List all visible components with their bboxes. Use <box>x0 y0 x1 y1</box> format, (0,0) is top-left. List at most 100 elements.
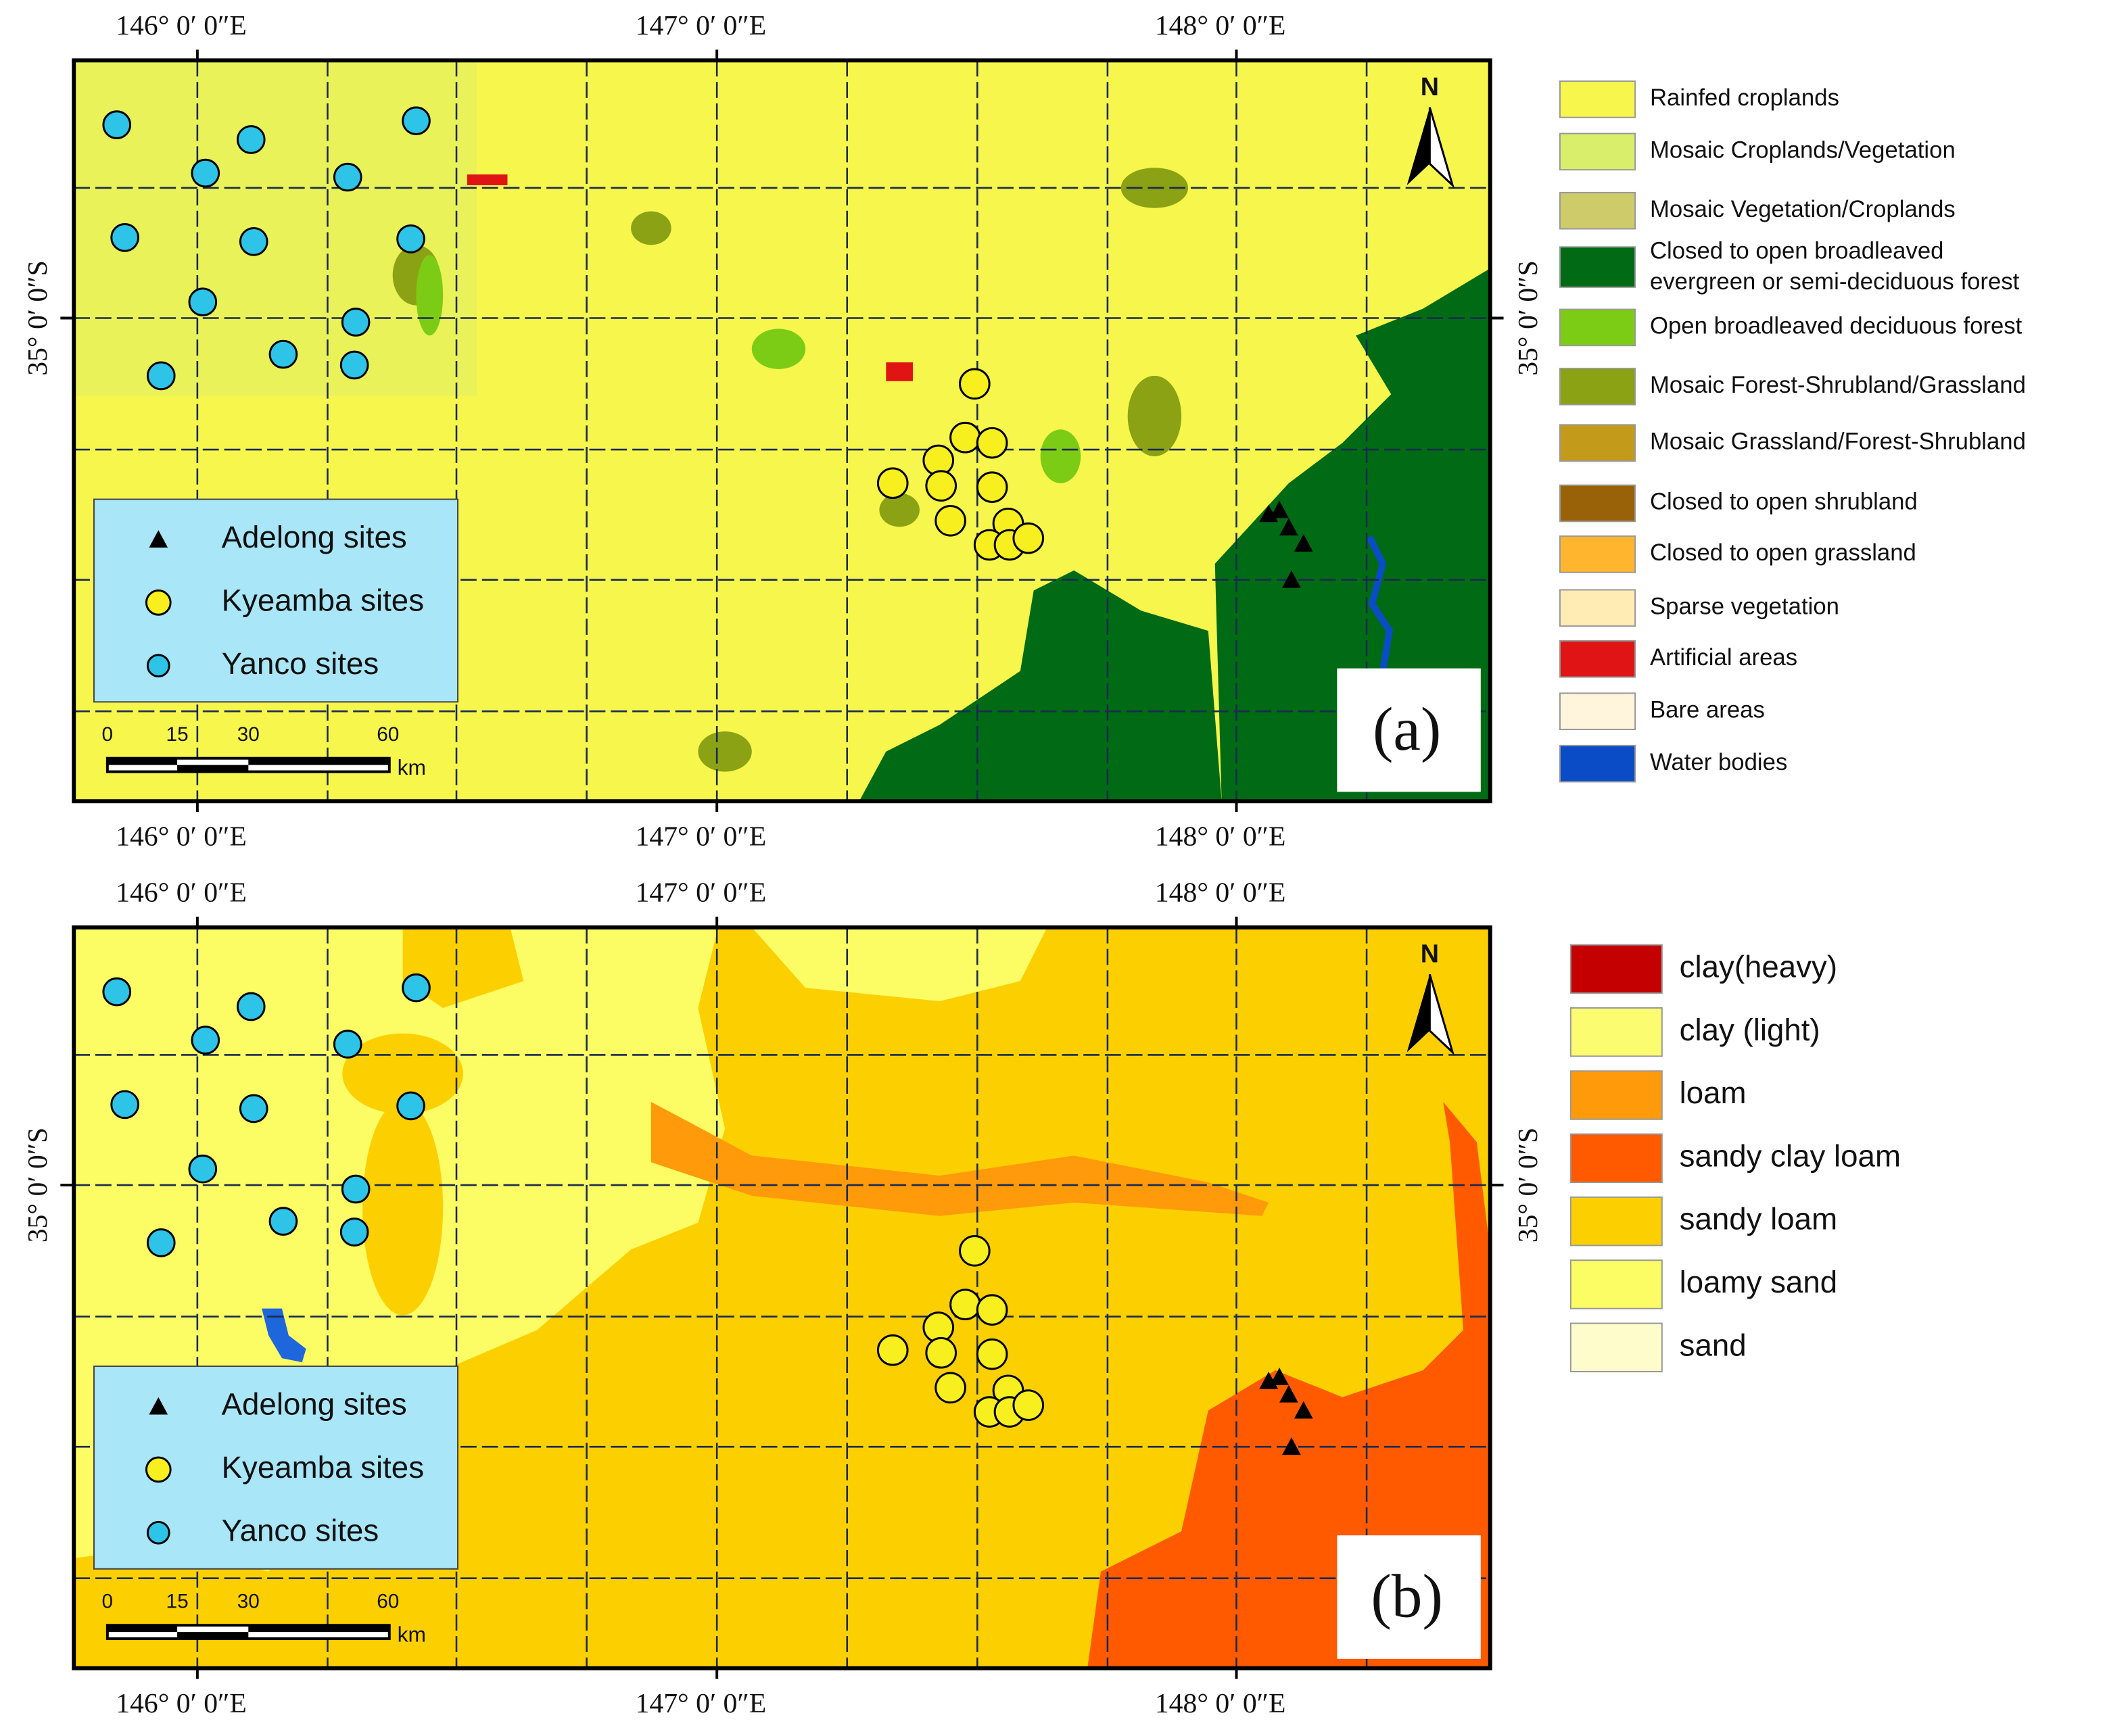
forest-area <box>859 570 1222 802</box>
yanco-site <box>102 110 132 139</box>
map-frame <box>72 58 1492 804</box>
scale-label: 15 <box>166 723 189 746</box>
yanco-site <box>191 158 220 188</box>
legend-swatch <box>1559 80 1636 118</box>
panel-label: (a) <box>1373 695 1441 763</box>
legend-label: sand <box>1680 1328 1747 1362</box>
scale-label: 60 <box>377 1590 399 1612</box>
river <box>1366 535 1394 672</box>
lon-label: 146° 0′ 0″E <box>116 877 247 909</box>
adelong-site <box>1294 534 1313 552</box>
adelong-site <box>1270 500 1289 519</box>
yanco-site <box>341 1174 371 1204</box>
yanco-site <box>333 162 362 192</box>
water-body <box>262 1308 306 1363</box>
yanco-site <box>402 973 431 1003</box>
scale-unit: km <box>398 1622 426 1646</box>
site-legend-label: Adelong sites <box>222 1387 407 1422</box>
lon-label: 146° 0′ 0″E <box>116 10 247 41</box>
kyeamba-site <box>925 470 957 502</box>
legend-label: Mosaic Vegetation/Croplands <box>1650 197 1956 222</box>
adelong-site <box>1294 1401 1313 1419</box>
yanco-site <box>146 1228 176 1257</box>
soil-sandy-loam <box>342 1033 463 1114</box>
open-forest-patch <box>1040 429 1081 483</box>
lon-label: 148° 0′ 0″E <box>1155 10 1286 41</box>
yanco-site <box>110 1090 139 1119</box>
yanco-site <box>339 1217 369 1247</box>
yanco-site <box>268 1207 298 1236</box>
scale-unit: km <box>398 755 426 779</box>
map-frame <box>72 925 1492 1670</box>
open-forest-patch <box>751 329 806 369</box>
north-arrow <box>1428 973 1455 1056</box>
yanco-site <box>396 224 425 254</box>
legend-label: clay(heavy) <box>1680 949 1837 984</box>
legend-swatch <box>1559 535 1636 573</box>
kyeamba-site <box>949 1288 981 1321</box>
legend-symbol <box>149 530 168 548</box>
legend-swatch <box>1559 692 1636 731</box>
adelong-site <box>1270 1368 1289 1385</box>
kyeamba-site <box>959 1234 991 1267</box>
lon-label: 148° 0′ 0″E <box>1155 821 1286 852</box>
kyeamba-site <box>925 1336 957 1369</box>
legend-symbol <box>146 1520 170 1545</box>
legend-symbol <box>145 589 172 616</box>
lat-label: 35° 0′ 0″S <box>22 1128 53 1243</box>
adelong-site <box>1281 1437 1301 1455</box>
yanco-site <box>396 1091 425 1121</box>
legend-swatch <box>1559 589 1636 627</box>
legend-label: Rainfed croplands <box>1650 85 1839 111</box>
yanco-site <box>339 350 369 380</box>
legend-swatch <box>1569 1007 1663 1057</box>
soil-loamy-sand <box>751 927 1047 1002</box>
scale-label: 30 <box>237 1590 260 1612</box>
scale-label: 30 <box>237 723 260 746</box>
legend-label: Open broadleaved deciduous forest <box>1650 314 2023 339</box>
mosaic-patch <box>879 493 920 527</box>
legend-swatch <box>1559 246 1636 288</box>
yanco-site <box>102 977 132 1007</box>
scale-bar <box>248 758 389 765</box>
legend-swatch <box>1559 191 1636 230</box>
scale-label: 0 <box>102 1590 114 1612</box>
yanco-site <box>239 1094 268 1124</box>
yanco-site <box>146 361 176 391</box>
yanco-site <box>239 227 268 256</box>
soil-loam <box>651 1101 1269 1216</box>
legend-symbol <box>149 1397 168 1415</box>
site-legend-label: Kyeamba sites <box>222 1450 424 1485</box>
kyeamba-site <box>976 427 1008 459</box>
site-legend-label: Adelong sites <box>222 520 407 554</box>
yanco-site <box>191 1026 220 1055</box>
scale-bar <box>248 1625 389 1633</box>
kyeamba-site <box>935 504 966 537</box>
soil-sandy-loam <box>362 1100 444 1316</box>
north-arrow <box>1428 107 1455 189</box>
legend-swatch <box>1569 1070 1663 1120</box>
legend-label: clay (light) <box>1680 1013 1820 1047</box>
forest-area <box>1356 268 1490 403</box>
legend-label: Sparse vegetation <box>1650 594 1839 620</box>
panel-label-box <box>1337 668 1481 792</box>
open-forest-patch <box>416 255 444 336</box>
kyeamba-site <box>876 1334 909 1366</box>
site-legend-label: Yanco sites <box>222 646 379 681</box>
scale-bar <box>107 1625 178 1633</box>
kyeamba-site <box>976 1294 1008 1326</box>
legend-symbol <box>145 1456 172 1483</box>
lon-label: 147° 0′ 0″E <box>636 877 767 909</box>
north-arrow <box>1406 107 1430 185</box>
legend-swatch <box>1569 1322 1663 1372</box>
kyeamba-site <box>976 1338 1008 1370</box>
legend-label: Mosaic Croplands/Vegetation <box>1650 138 1956 164</box>
legend-swatch <box>1559 744 1636 783</box>
yanco-site <box>110 223 139 252</box>
legend-label: loam <box>1680 1076 1747 1110</box>
kyeamba-site <box>1012 522 1045 554</box>
legend-label: loamy sand <box>1680 1265 1837 1299</box>
legend-swatch <box>1559 640 1636 678</box>
